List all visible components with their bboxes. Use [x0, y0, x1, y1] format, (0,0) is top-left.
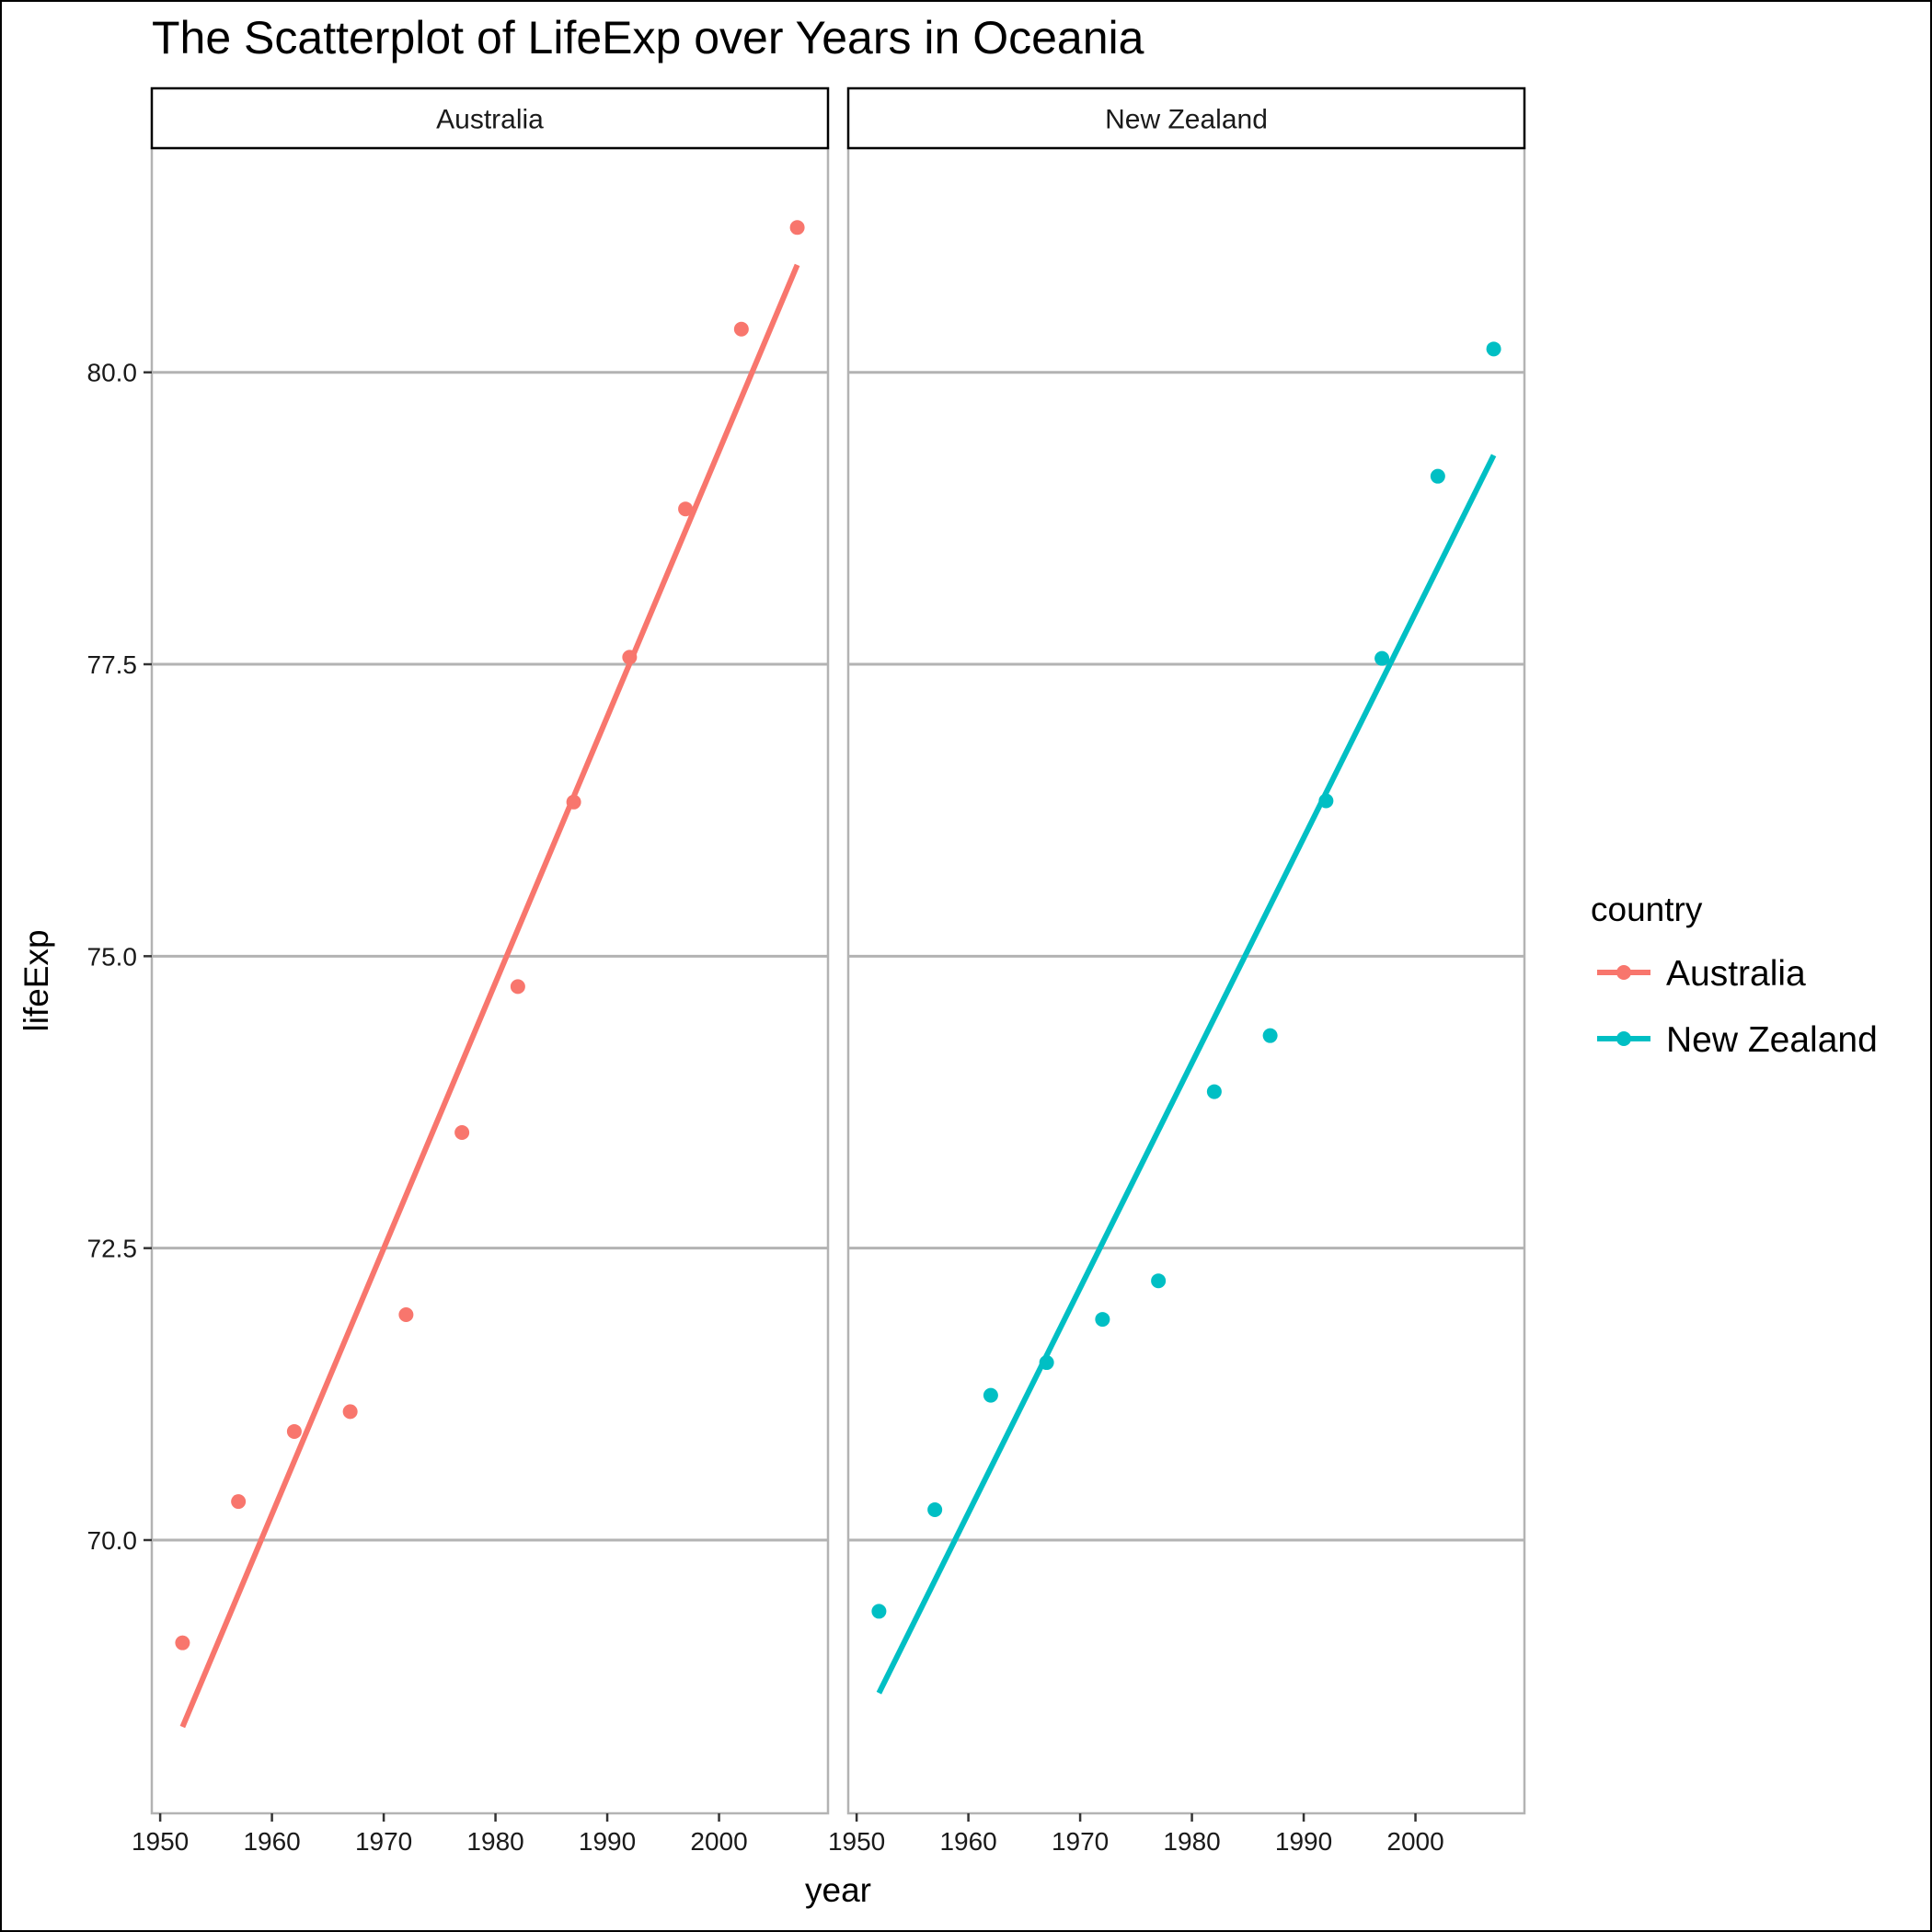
x-tick-label: 1960 [243, 1827, 300, 1856]
legend-label: Australia [1666, 954, 1806, 994]
x-tick-label: 1980 [1163, 1827, 1220, 1856]
x-tick-label: 2000 [1386, 1827, 1443, 1856]
data-point [1151, 1273, 1167, 1289]
data-point [1262, 1028, 1278, 1043]
data-point [1039, 1355, 1054, 1371]
facet-panels: Australia 1950 1960 1970 1980 1990 2000 70.0 72.… [87, 86, 1526, 1856]
x-tick-label: 1990 [579, 1827, 636, 1856]
facet-strip-label: Australia [436, 105, 544, 135]
facet-strip [846, 86, 1526, 150]
data-point [927, 1501, 943, 1517]
data-point [566, 794, 581, 810]
data-point [454, 1125, 470, 1141]
data-point [231, 1494, 247, 1510]
y-tick-label: 72.5 [87, 1235, 138, 1263]
x-axis-title: year [805, 1871, 871, 1909]
data-point [1318, 793, 1334, 809]
data-point [733, 321, 749, 337]
y-tick-label: 80.0 [87, 359, 138, 387]
facet-strip-label: New Zealand [1105, 105, 1268, 135]
legend-item-0: Australia [1597, 954, 1806, 994]
legend-label: New Zealand [1666, 1020, 1878, 1060]
legend: country Australia New Zealand [1591, 891, 1878, 1060]
x-tick-label: 2000 [690, 1827, 747, 1856]
x-tick-label: 1970 [1052, 1827, 1109, 1856]
data-point [1486, 341, 1501, 357]
y-axis-title: lifeExp [17, 929, 55, 1031]
fit-line [876, 454, 1497, 1695]
x-tick-label: 1990 [1275, 1827, 1332, 1856]
x-tick-label: 1960 [939, 1827, 996, 1856]
data-point [789, 220, 805, 236]
facet-panel-0: Australia 1950 1960 1970 1980 1990 2000 70.0 72.… [87, 86, 830, 1856]
data-point [622, 650, 638, 665]
data-point [1430, 468, 1445, 484]
data-point [1206, 1084, 1222, 1099]
x-tick-label: 1980 [466, 1827, 523, 1856]
x-tick-label: 1950 [828, 1827, 885, 1856]
data-point [175, 1635, 190, 1650]
x-tick-label: 1970 [355, 1827, 412, 1856]
chart-title: The Scatterplot of LifeExp over Years in… [152, 12, 1144, 63]
data-point [342, 1404, 358, 1420]
y-tick-label: 77.5 [87, 650, 138, 679]
legend-items: Australia New Zealand [1597, 954, 1878, 1060]
data-point [398, 1307, 414, 1323]
legend-key-point [1616, 965, 1631, 980]
data-point [678, 501, 694, 517]
data-point [871, 1604, 887, 1619]
y-tick-label: 70.0 [87, 1526, 138, 1555]
facet-strip [150, 86, 830, 150]
data-point [286, 1423, 302, 1439]
legend-item-1: New Zealand [1597, 1020, 1878, 1060]
y-tick-label: 75.0 [87, 942, 138, 971]
facet-panel-1: New Zealand 1950 1960 1970 1980 1990 2000 [828, 86, 1526, 1856]
legend-title: country [1591, 891, 1703, 928]
legend-key-point [1616, 1031, 1631, 1046]
data-point [1095, 1312, 1110, 1328]
fit-line [179, 263, 800, 1729]
data-point [1374, 650, 1390, 666]
x-tick-label: 1950 [132, 1827, 189, 1856]
data-point [510, 979, 525, 995]
data-point [983, 1387, 998, 1403]
